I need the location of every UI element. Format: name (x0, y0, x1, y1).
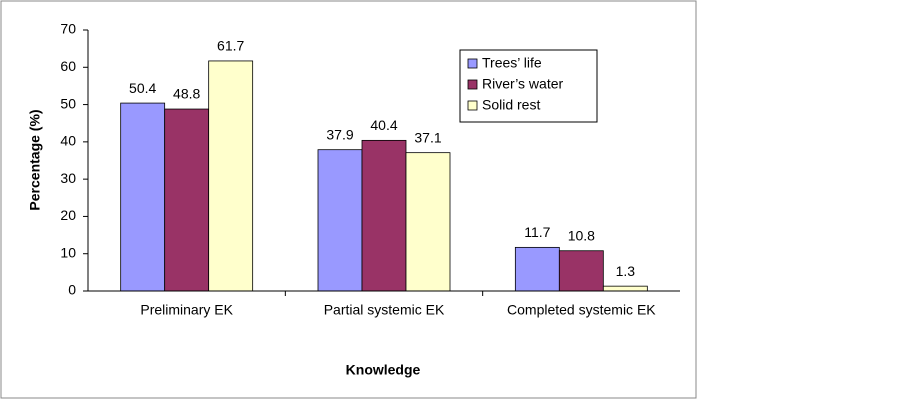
bar (558, 250, 604, 292)
value-label: 40.4 (370, 117, 397, 133)
legend-swatch (467, 58, 478, 69)
legend-swatch (467, 100, 478, 111)
y-axis-label: Percentage (%) (27, 109, 43, 210)
y-tick-label: 50 (60, 95, 76, 111)
bar (405, 152, 451, 292)
x-tick-label: Partial systemic EK (324, 302, 445, 318)
value-label: 37.1 (414, 129, 441, 145)
legend-box (459, 49, 598, 123)
bar (514, 246, 560, 292)
value-label: 11.7 (524, 224, 550, 240)
legend-label: Solid rest (482, 97, 540, 113)
value-label: 37.9 (326, 126, 353, 142)
x-tick-label: Completed systemic EK (507, 302, 656, 318)
bar (317, 149, 363, 292)
legend-label: Trees’ life (482, 55, 542, 71)
value-label: 10.8 (568, 227, 595, 243)
y-tick-label: 30 (60, 170, 76, 186)
value-label: 1.3 (616, 263, 636, 279)
y-tick-label: 60 (60, 58, 76, 74)
y-tick-label: 40 (60, 133, 76, 149)
y-tick-label: 0 (68, 282, 76, 298)
value-label: 48.8 (173, 86, 200, 102)
legend-swatch (467, 79, 478, 90)
x-axis-label: Knowledge (346, 362, 421, 378)
legend-label: River’s water (482, 76, 564, 92)
value-label: 61.7 (217, 38, 244, 54)
x-tick-label: Preliminary EK (140, 302, 233, 318)
y-tick-label: 20 (60, 207, 76, 223)
bar (208, 60, 254, 292)
bar (164, 108, 210, 292)
bar (602, 285, 648, 292)
bar (361, 139, 407, 292)
y-tick-label: 70 (60, 21, 76, 37)
y-tick-label: 10 (60, 244, 76, 260)
bar (120, 102, 166, 292)
value-label: 50.4 (129, 80, 156, 96)
